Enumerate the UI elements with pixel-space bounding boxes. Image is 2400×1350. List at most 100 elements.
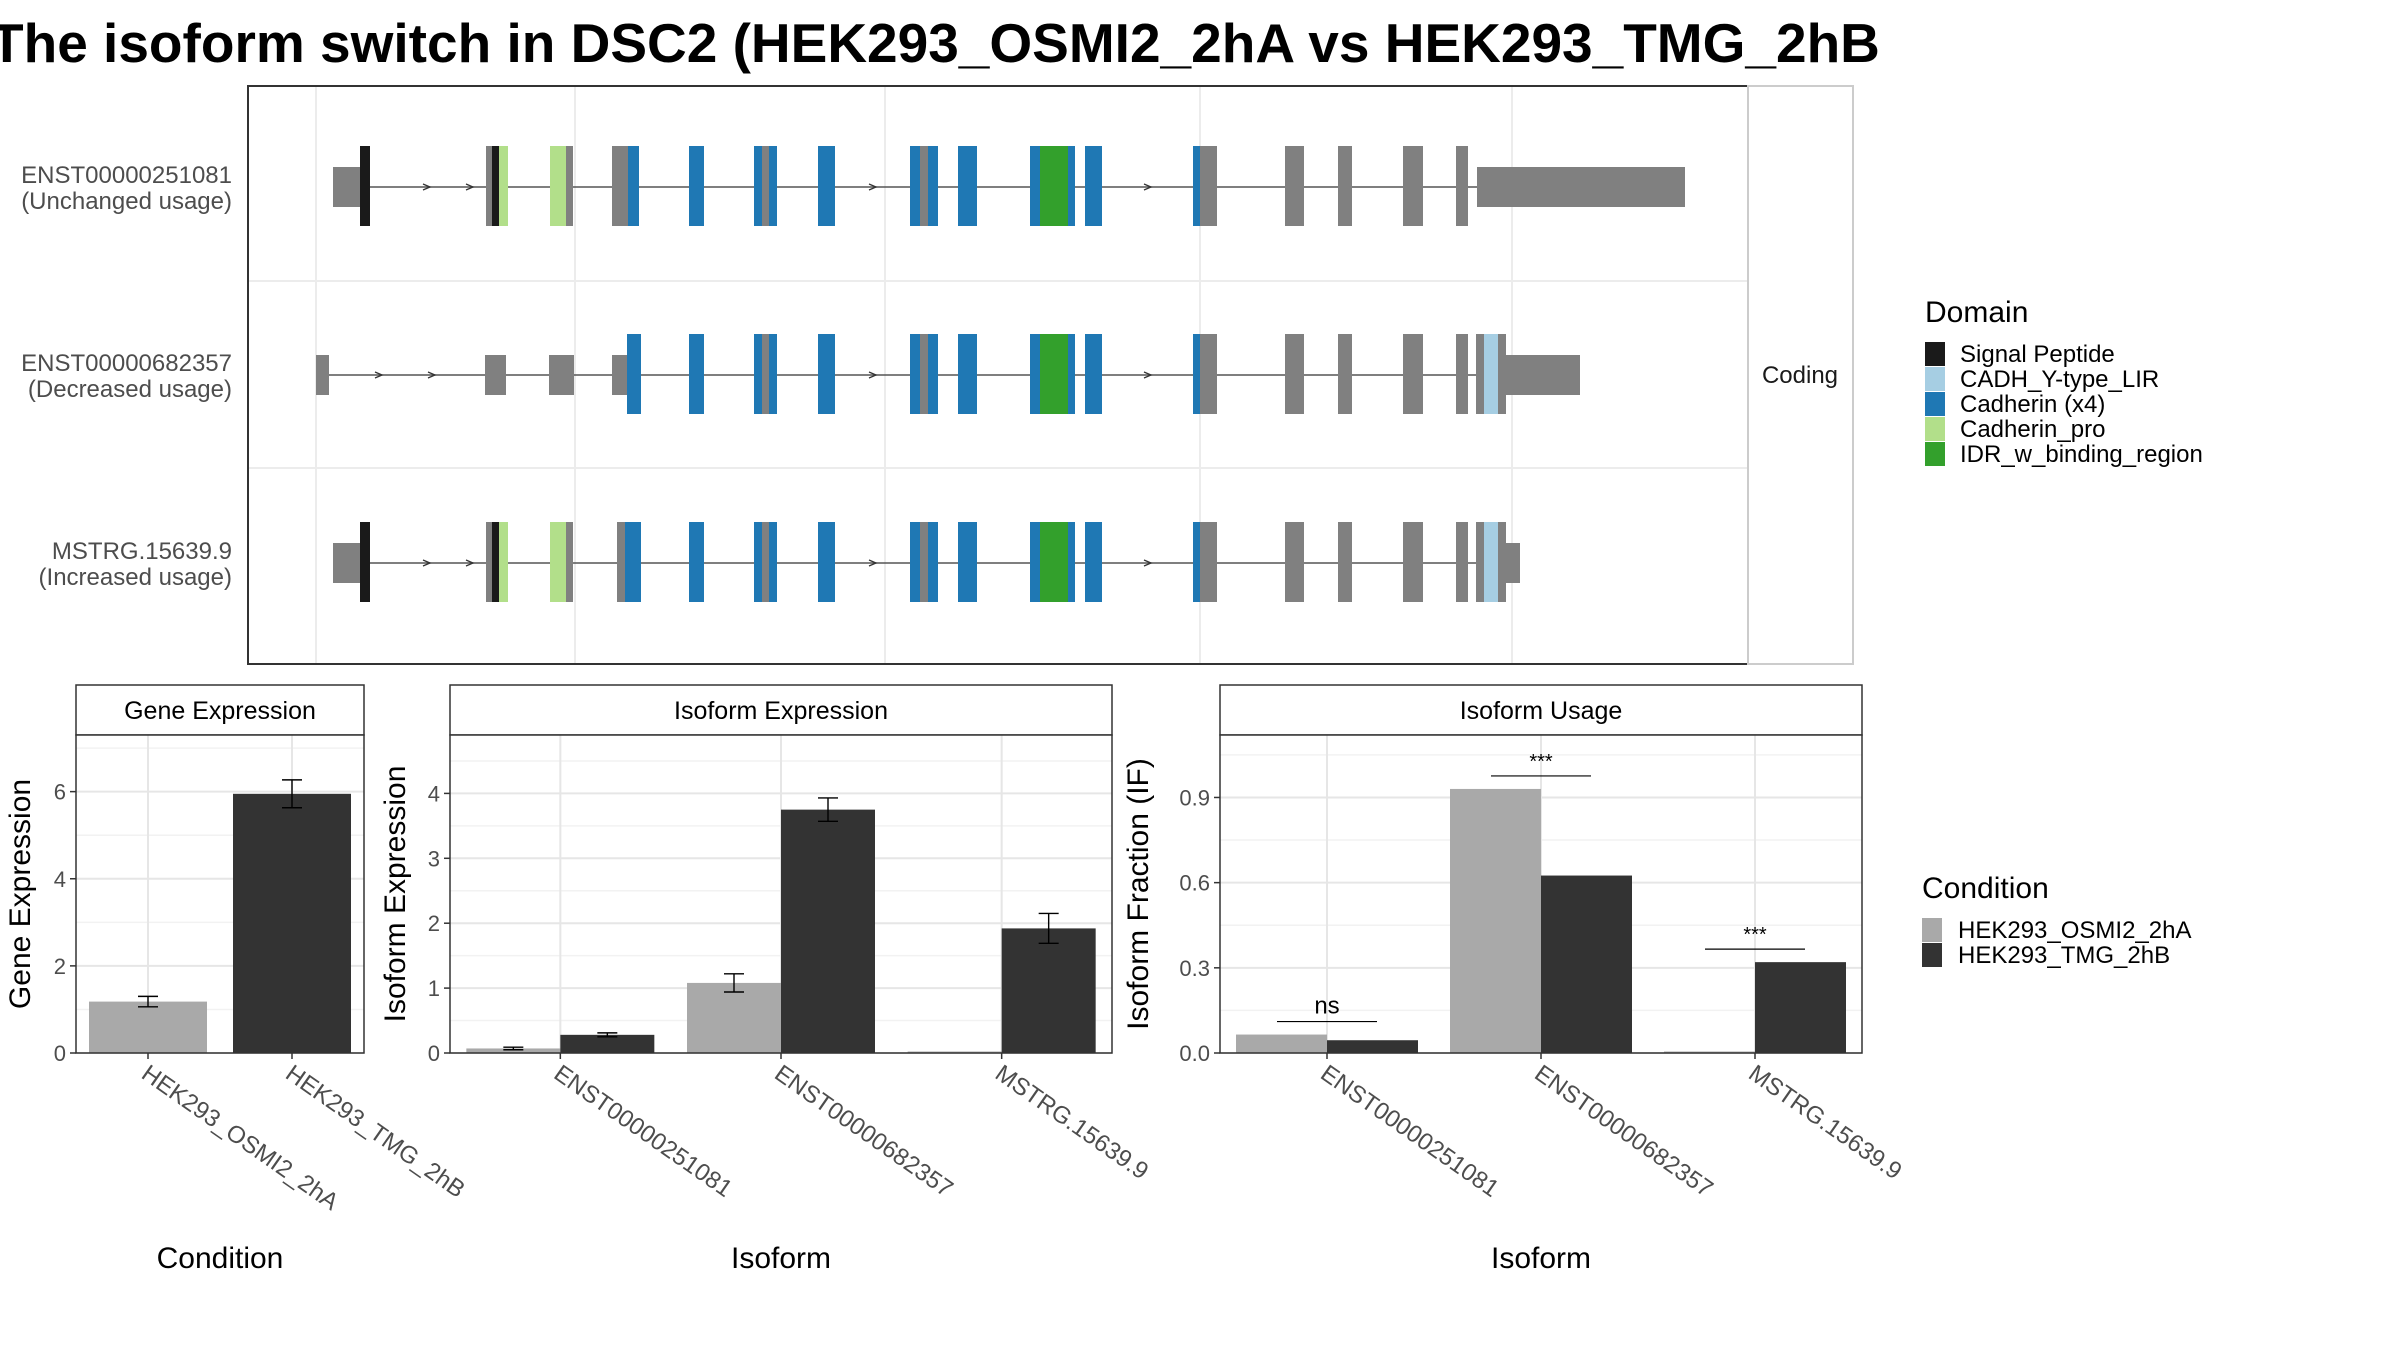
domain-legend-key-cadh-lir: [1925, 367, 1945, 391]
domain-legend-key-cadherin: [1925, 392, 1945, 416]
exon: [769, 522, 777, 602]
exon: [920, 522, 928, 602]
exon: [1085, 334, 1102, 414]
y-tick-label: 4: [428, 781, 440, 806]
exon: [550, 146, 566, 226]
y-tick-label: 4: [54, 867, 66, 892]
exon: [910, 334, 920, 414]
transcript-usage-1: (Unchanged usage): [21, 188, 232, 215]
exon: [1498, 334, 1506, 414]
exon: [1506, 355, 1580, 395]
exon: [689, 146, 704, 226]
exon: [910, 146, 920, 226]
exon: [1498, 522, 1506, 602]
y-tick-label: 0.3: [1179, 956, 1210, 981]
condition-legend-label-b: HEK293_TMG_2hB: [1958, 942, 2170, 969]
exon: [1085, 522, 1102, 602]
condition-legend: Condition HEK293_OSMI2_2hA HEK293_TMG_2h…: [1922, 872, 2191, 969]
exon: [1476, 334, 1484, 414]
exon: [1285, 146, 1304, 226]
exon: [762, 146, 772, 226]
exon: [549, 355, 574, 395]
x-tick-label: ENST00000251081: [1316, 1060, 1504, 1203]
error-bar: [503, 1046, 524, 1051]
exon: [485, 355, 506, 395]
exon: [769, 334, 777, 414]
strand-arrow-icon: [427, 371, 437, 379]
exon: [928, 334, 938, 414]
exon: [928, 522, 938, 602]
exon: [1484, 522, 1498, 602]
exon: [1085, 146, 1102, 226]
exon: [910, 522, 920, 602]
isoform-usage-bars: ns *** ***: [1236, 751, 1846, 1053]
strand-arrow-icon: [374, 371, 384, 379]
exon: [1030, 146, 1040, 226]
error-bar: [818, 797, 838, 823]
exon: [627, 334, 641, 414]
exon: [612, 146, 628, 226]
condition-legend-title: Condition: [1922, 872, 2049, 905]
exon: [1338, 522, 1352, 602]
transcript-track-3: [333, 522, 1520, 602]
isoform-expression-xlabel: Isoform: [731, 1242, 831, 1275]
error-bar: [138, 995, 158, 1008]
structure-facet-label: Coding: [1762, 362, 1838, 389]
significance-label: ns: [1314, 993, 1339, 1020]
domain-legend-label-cadh-lir: CADH_Y-type_LIR: [1960, 366, 2159, 393]
error-bar: [1038, 912, 1059, 945]
transcript-usage-3: (Increased usage): [39, 564, 232, 591]
bar: [687, 982, 781, 1053]
exon: [1476, 522, 1484, 602]
x-tick-label: ENST00000251081: [549, 1060, 737, 1203]
bar: [1327, 1040, 1418, 1053]
plot-title: The isoform switch in DSC2 (HEK293_OSMI2…: [0, 12, 1880, 74]
y-tick-label: 2: [428, 911, 440, 936]
bar: [233, 793, 351, 1053]
condition-legend-key-b: [1922, 943, 1942, 967]
bar: [1755, 962, 1846, 1053]
isoform-expression-ylabel: Isoform Expression: [379, 766, 412, 1023]
exon: [920, 146, 928, 226]
gene-expression-xlabel: Condition: [157, 1242, 284, 1275]
x-tick-label: ENST00000682357: [770, 1060, 958, 1203]
transcript-id-1: ENST00000251081: [21, 162, 232, 189]
error-bar: [724, 973, 744, 993]
exon: [333, 167, 363, 207]
exon: [1462, 167, 1468, 207]
domain-legend-key-signal-peptide: [1925, 342, 1945, 366]
exon: [920, 334, 928, 414]
bar: [1450, 788, 1541, 1053]
condition-legend-label-a: HEK293_OSMI2_2hA: [1958, 917, 2191, 944]
exon: [360, 522, 370, 602]
y-tick-label: 3: [428, 846, 440, 871]
structure-facet-strip: [1747, 85, 1854, 665]
strand-arrow-icon: [1143, 183, 1153, 191]
strand-arrow-icon: [465, 183, 475, 191]
domain-legend-key-cadherin-pro: [1925, 417, 1945, 441]
exon: [1193, 146, 1200, 226]
significance-label: ***: [1743, 924, 1767, 946]
strand-arrow-icon: [465, 559, 475, 567]
exon: [492, 522, 499, 602]
exon: [754, 146, 762, 226]
strand-arrow-icon: [422, 183, 432, 191]
exon: [928, 146, 938, 226]
isoform-usage-ylabel: Isoform Fraction (IF): [1122, 758, 1155, 1030]
isoform-usage-panel: Isoform Usage ns *** *** 0.0 0.3 0.6 0.9 ENST0…: [1122, 684, 1907, 1275]
transcript-track-1: [333, 146, 1685, 226]
strand-arrow-icon: [868, 559, 878, 567]
exon: [492, 146, 499, 226]
bar: [781, 809, 875, 1053]
exon: [550, 522, 566, 602]
y-tick-label: 1: [428, 976, 440, 1001]
isoform-usage-strip-label: Isoform Usage: [1460, 697, 1623, 725]
gene-expression-strip: [75, 684, 365, 736]
exon: [1200, 146, 1217, 226]
exon: [762, 334, 772, 414]
exon: [486, 522, 492, 602]
exon: [566, 146, 573, 226]
exon: [1338, 334, 1352, 414]
exon: [333, 543, 363, 583]
